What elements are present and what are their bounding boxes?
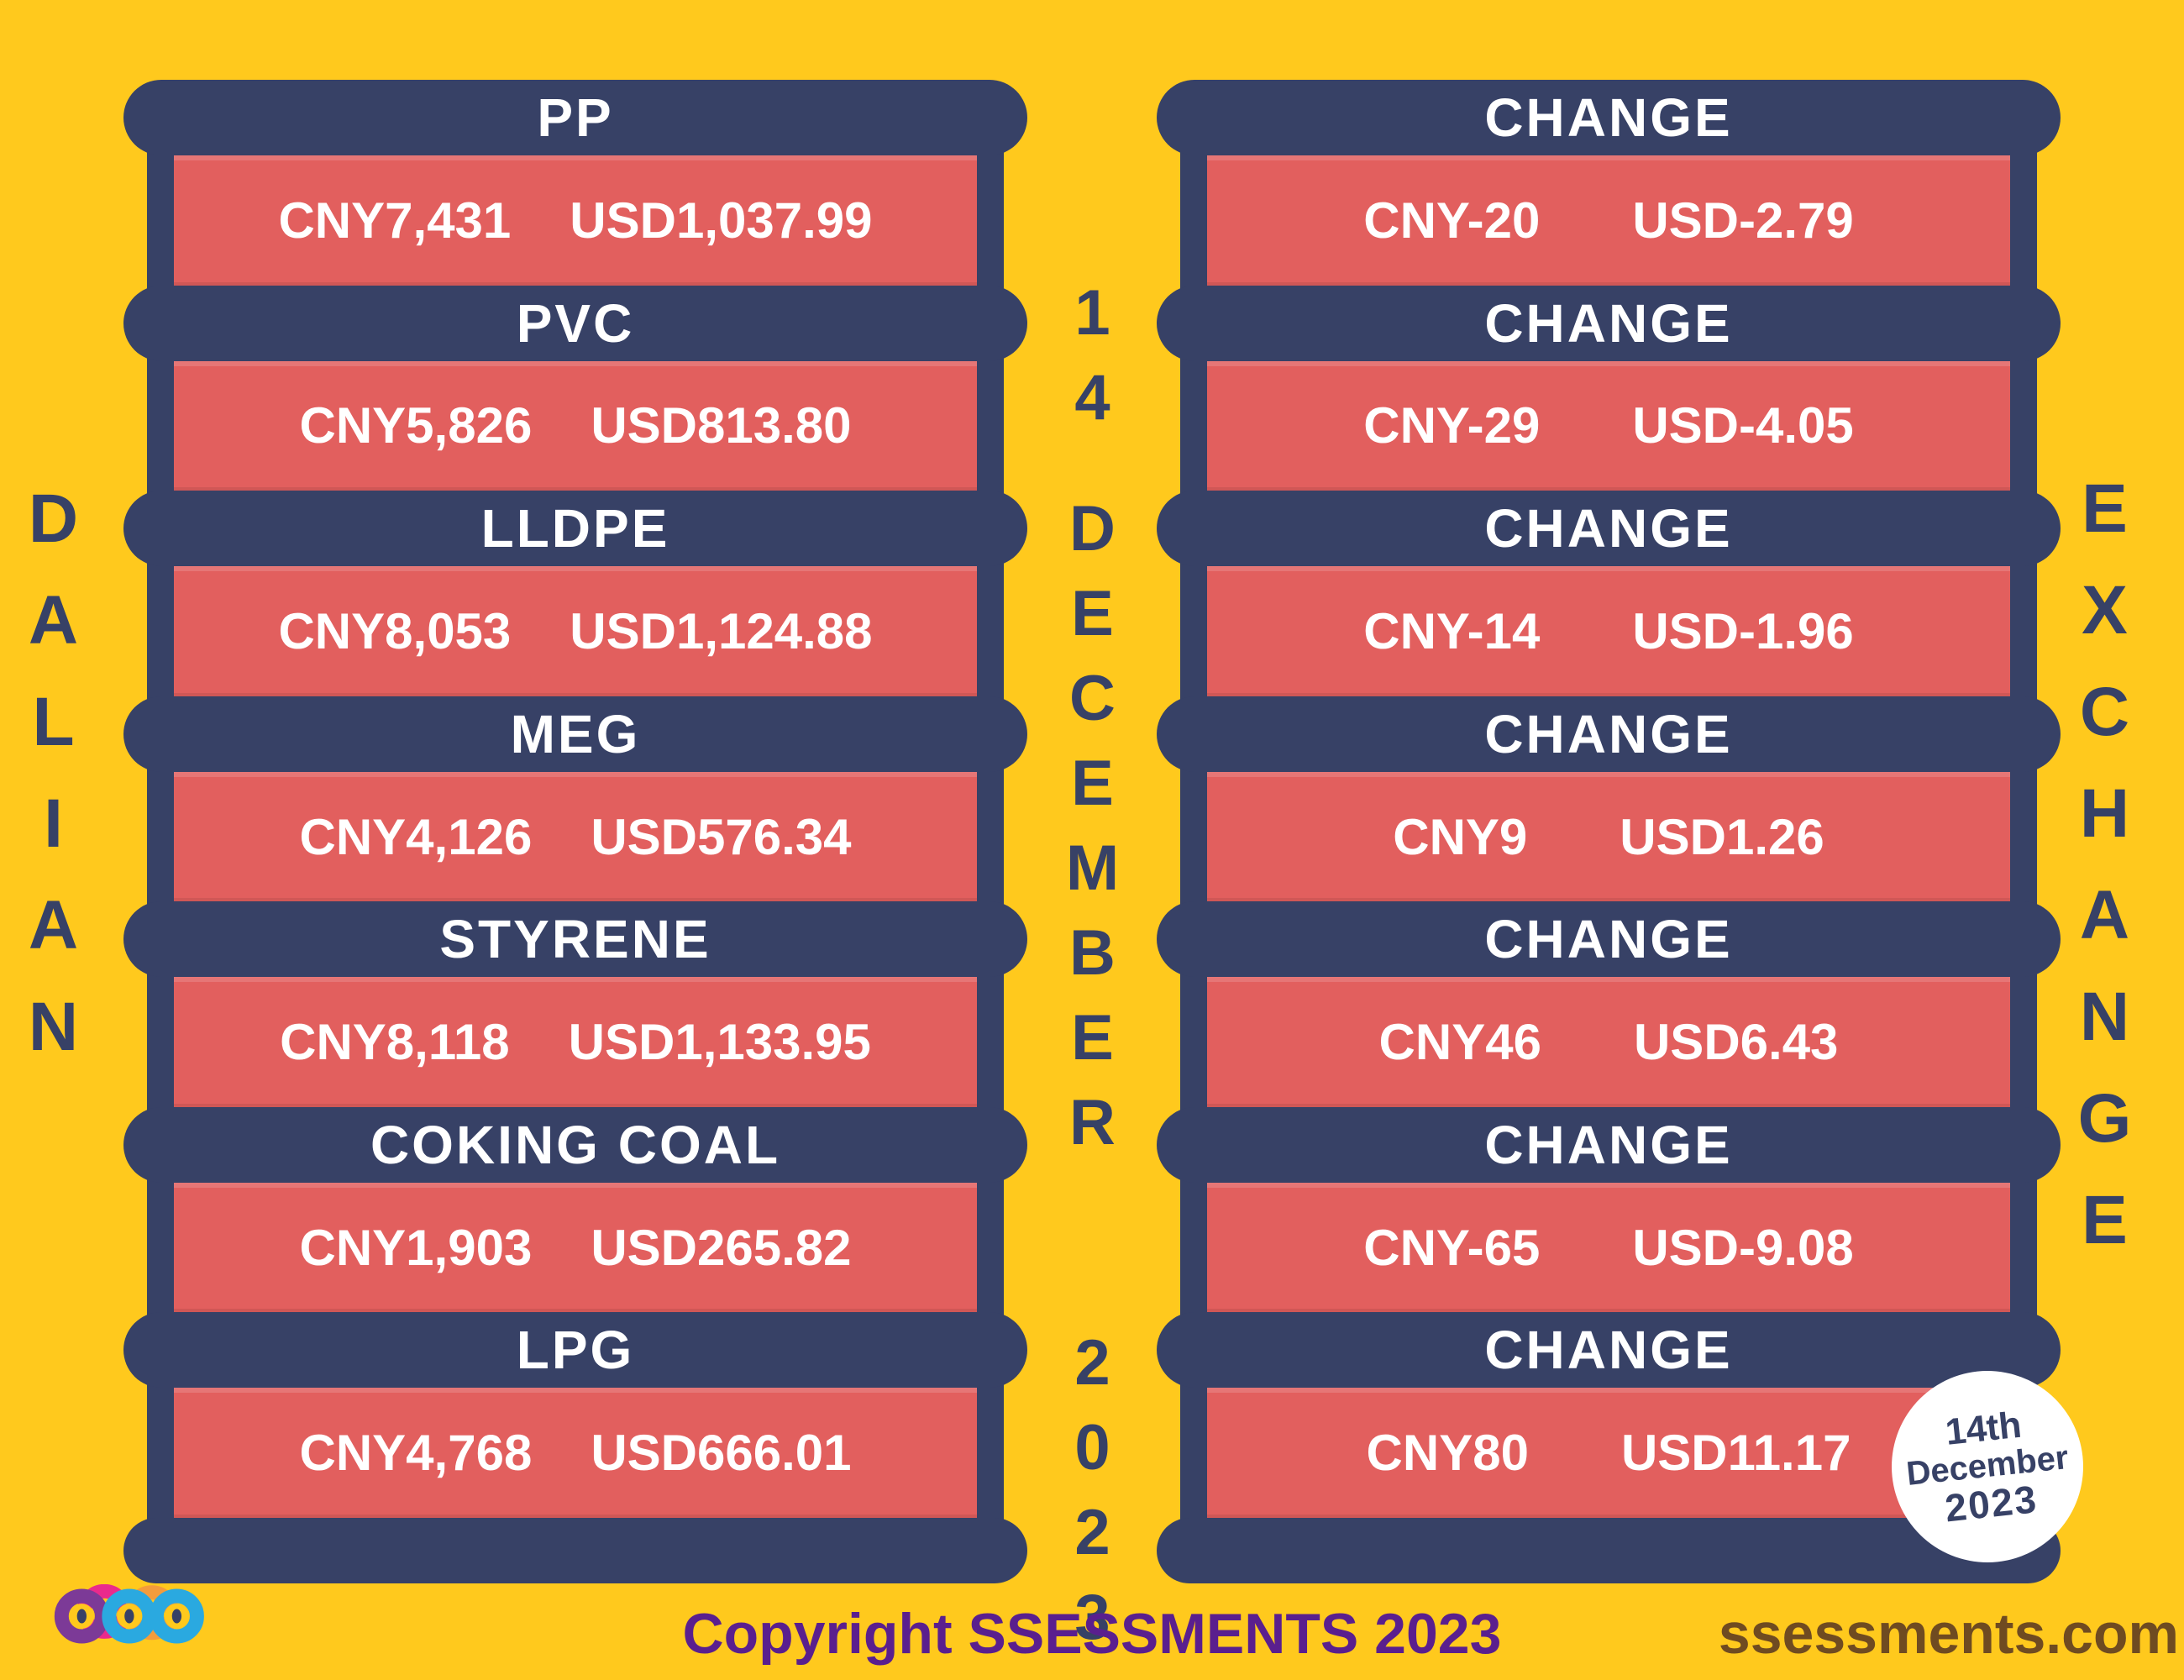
change-value-card: CNY-29 USD-4.05 <box>1207 360 2010 491</box>
product-header: PP <box>123 80 1027 155</box>
price-cny: CNY1,903 <box>299 1219 533 1276</box>
change-usd: USD11.17 <box>1620 1425 1851 1482</box>
product-price-card: CNY4,768 USD666.01 <box>174 1388 977 1519</box>
change-header: CHANGE <box>1157 696 2061 772</box>
website-text: ssessments.com <box>1718 1602 2179 1666</box>
product-header: MEG <box>123 696 1027 772</box>
change-section: CHANGE CNY-29 USD-4.05 <box>1157 285 2061 491</box>
change-header: CHANGE <box>1157 285 2061 361</box>
price-usd: USD576.34 <box>591 808 852 865</box>
product-price-card: CNY5,826 USD813.80 <box>174 360 977 491</box>
copyright-text: Copyright SSESSMENTS 2023 <box>682 1602 1502 1666</box>
column-bottom-bar <box>1157 1518 2061 1583</box>
price-usd: USD666.01 <box>591 1425 852 1482</box>
product-header: LPG <box>123 1312 1027 1389</box>
product-section: STYRENE CNY8,118 USD1,133.95 <box>123 901 1027 1107</box>
price-usd: USD1,037.99 <box>570 192 873 249</box>
change-cny: CNY46 <box>1378 1014 1541 1071</box>
change-usd: USD1.26 <box>1620 808 1824 865</box>
product-price-card: CNY1,903 USD265.82 <box>174 1182 977 1313</box>
change-cny: CNY-29 <box>1363 397 1541 454</box>
change-header-label: CHANGE <box>1484 292 1733 354</box>
price-usd: USD1,133.95 <box>568 1014 871 1071</box>
product-price-card: CNY4,126 USD576.34 <box>174 771 977 902</box>
product-name: MEG <box>510 703 641 764</box>
change-usd: USD6.43 <box>1633 1014 1839 1071</box>
product-section: LPG CNY4,768 USD666.01 <box>123 1312 1027 1519</box>
date-year: 2023 <box>1057 1327 1128 1667</box>
product-header: COKING COAL <box>123 1106 1027 1183</box>
change-value-card: CNY9 USD1.26 <box>1207 771 2010 902</box>
badge-year: 2023 <box>1943 1477 2040 1530</box>
change-cny: CNY-65 <box>1363 1219 1541 1276</box>
price-usd: USD265.82 <box>591 1219 852 1276</box>
product-section: MEG CNY4,126 USD576.34 <box>123 696 1027 902</box>
product-section: LLDPE CNY8,053 USD1,124.88 <box>123 491 1027 696</box>
change-usd: USD-4.05 <box>1632 397 1854 454</box>
price-usd: USD813.80 <box>591 397 852 454</box>
price-usd: USD1,124.88 <box>570 602 873 659</box>
product-price-card: CNY8,053 USD1,124.88 <box>174 566 977 696</box>
change-header: CHANGE <box>1157 901 2061 978</box>
date-vertical-label: 14 DECEMBER 2023 <box>1040 277 1144 1667</box>
change-usd: USD-1.96 <box>1632 602 1854 659</box>
price-cny: CNY4,768 <box>299 1425 533 1482</box>
change-header-label: CHANGE <box>1484 1320 1733 1381</box>
change-cny: CNY9 <box>1393 808 1528 865</box>
prices-column: PP CNY7,431 USD1,037.99 PVC CNY5,826 USD… <box>123 80 1027 1583</box>
change-cny: CNY80 <box>1366 1425 1529 1482</box>
product-section: COKING COAL CNY1,903 USD265.82 <box>123 1106 1027 1313</box>
column-bottom-bar <box>123 1518 1027 1583</box>
ssessments-infinity-logo-icon <box>54 1584 204 1644</box>
product-name: LLDPE <box>480 498 670 559</box>
change-section: CHANGE CNY-20 USD-2.79 <box>1157 80 2061 286</box>
change-section: CHANGE CNY46 USD6.43 <box>1157 901 2061 1107</box>
change-value-card: CNY46 USD6.43 <box>1207 977 2010 1107</box>
change-section: CHANGE CNY-65 USD-9.08 <box>1157 1106 2061 1313</box>
change-value-card: CNY80 USD11.17 <box>1207 1388 2010 1519</box>
product-header: STYRENE <box>123 901 1027 978</box>
change-header-label: CHANGE <box>1484 87 1733 148</box>
change-value-card: CNY-20 USD-2.79 <box>1207 155 2010 286</box>
product-name: STYRENE <box>439 909 711 970</box>
change-header-label: CHANGE <box>1484 909 1733 970</box>
change-header-label: CHANGE <box>1484 703 1733 764</box>
product-name: PVC <box>516 292 635 354</box>
product-price-card: CNY7,431 USD1,037.99 <box>174 155 977 286</box>
product-price-card: CNY8,118 USD1,133.95 <box>174 977 977 1107</box>
exchange-vertical-label: EXCHANGE <box>2066 470 2143 1284</box>
product-name: PP <box>537 87 614 148</box>
change-cny: CNY-20 <box>1363 192 1541 249</box>
change-header: CHANGE <box>1157 1312 2061 1389</box>
change-header: CHANGE <box>1157 491 2061 567</box>
change-header: CHANGE <box>1157 1106 2061 1183</box>
changes-column: CHANGE CNY-20 USD-2.79 CHANGE CNY-29 USD… <box>1157 80 2061 1583</box>
price-cny: CNY7,431 <box>278 192 512 249</box>
price-cny: CNY4,126 <box>299 808 533 865</box>
change-header-label: CHANGE <box>1484 498 1733 559</box>
product-header: LLDPE <box>123 491 1027 567</box>
change-header: CHANGE <box>1157 80 2061 155</box>
change-value-card: CNY-65 USD-9.08 <box>1207 1182 2010 1313</box>
change-section: CHANGE CNY-14 USD-1.96 <box>1157 491 2061 696</box>
product-name: COKING COAL <box>370 1114 781 1175</box>
change-usd: USD-9.08 <box>1632 1219 1854 1276</box>
change-header-label: CHANGE <box>1484 1114 1733 1175</box>
change-cny: CNY-14 <box>1363 602 1541 659</box>
price-cny: CNY8,118 <box>280 1014 510 1071</box>
product-section: PVC CNY5,826 USD813.80 <box>123 285 1027 491</box>
product-name: LPG <box>516 1320 635 1381</box>
change-value-card: CNY-14 USD-1.96 <box>1207 566 2010 696</box>
date-month: DECEMBER <box>1057 493 1128 1172</box>
price-cny: CNY8,053 <box>278 602 512 659</box>
product-section: PP CNY7,431 USD1,037.99 <box>123 80 1027 286</box>
change-usd: USD-2.79 <box>1632 192 1854 249</box>
change-section: CHANGE CNY9 USD1.26 <box>1157 696 2061 902</box>
date-day: 14 <box>1057 277 1128 447</box>
price-cny: CNY5,826 <box>299 397 533 454</box>
change-section: CHANGE CNY80 USD11.17 <box>1157 1312 2061 1519</box>
dalian-vertical-label: DALIAN <box>15 480 92 1090</box>
product-header: PVC <box>123 285 1027 361</box>
